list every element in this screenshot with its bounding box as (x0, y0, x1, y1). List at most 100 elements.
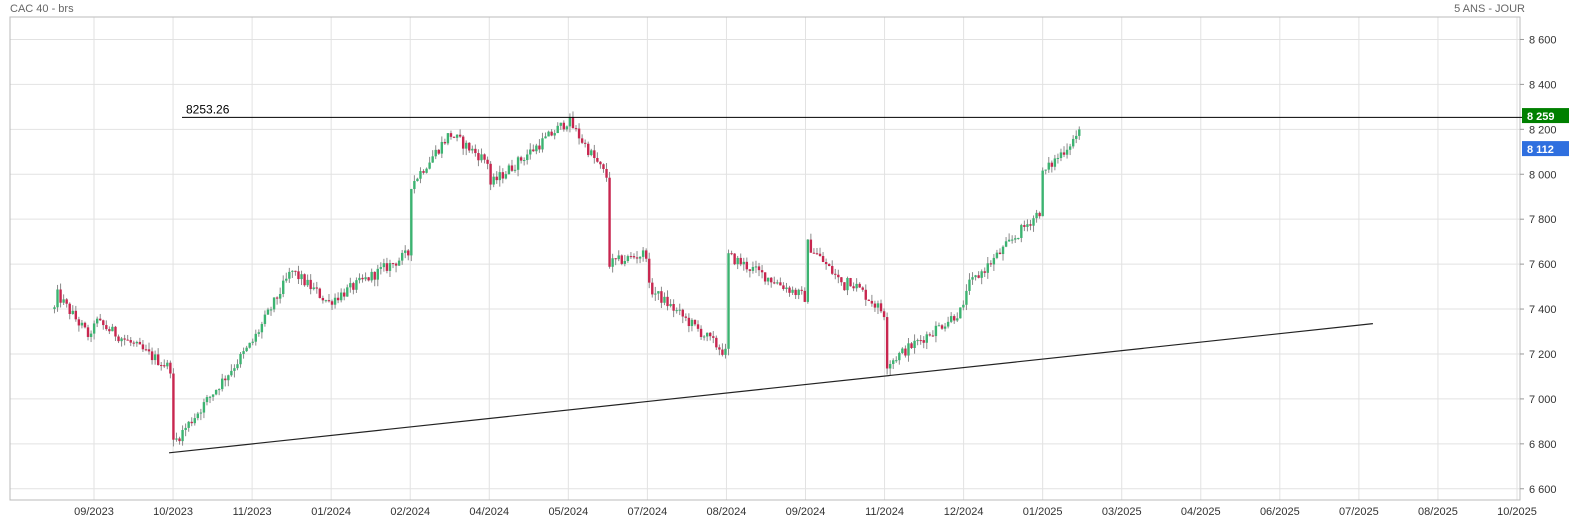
candle-body (278, 294, 282, 299)
candles (53, 111, 1081, 447)
candle-body (745, 261, 749, 270)
candle-body (965, 290, 968, 305)
x-tick-label: 01/2024 (311, 506, 351, 518)
candle-body (1035, 212, 1038, 219)
candle-body (529, 149, 532, 155)
candle-body (248, 342, 251, 348)
candle-body (736, 257, 739, 265)
candle-body (504, 174, 508, 179)
candle-body (120, 338, 123, 342)
candle-body (974, 275, 977, 278)
candle-body (410, 189, 413, 256)
y-tick-label: 8 600 (1529, 34, 1557, 46)
candle-body (526, 154, 529, 161)
candle-body (458, 134, 462, 137)
candle-body (303, 274, 306, 286)
price-badge (1522, 141, 1569, 157)
candle-body (513, 169, 517, 171)
candle-body (211, 394, 215, 397)
support-trendline[interactable] (168, 323, 1373, 454)
candle-body (882, 311, 886, 318)
candle-body (507, 165, 511, 175)
candle-body (626, 256, 630, 261)
candle-body (108, 329, 111, 332)
candle-body (690, 319, 694, 327)
candle-body (431, 156, 434, 163)
candle-body (1010, 239, 1014, 241)
candle-body (214, 389, 218, 395)
candle-body (315, 287, 318, 289)
candle-body (840, 277, 843, 283)
candle-body (260, 323, 264, 333)
candle-body (794, 289, 797, 296)
candle-body (474, 148, 477, 154)
candle-body (654, 293, 657, 295)
candle-body (953, 316, 956, 321)
plot-frame (9, 16, 1521, 501)
candle-body (1062, 152, 1066, 155)
candle-body (105, 325, 108, 330)
candle-body (568, 117, 572, 127)
candle-body (602, 164, 605, 170)
candle-body (1053, 158, 1057, 167)
candle-body (388, 263, 392, 271)
y-tick-label: 8 200 (1529, 124, 1557, 136)
candle-body (834, 273, 837, 275)
resistance-line-label: 8253.26 (186, 102, 230, 116)
candle-body (721, 349, 724, 355)
candle-body (709, 332, 712, 337)
candle-body (940, 325, 944, 329)
candle-body (919, 340, 922, 342)
candle-body (599, 161, 602, 165)
candle-body (166, 362, 169, 367)
candle-body (291, 270, 294, 272)
candle-body (760, 270, 764, 273)
candle-body (998, 252, 1002, 255)
candle-body (419, 171, 422, 179)
candle-body (992, 257, 996, 265)
candle-body (712, 336, 715, 338)
candle-body (272, 297, 276, 310)
x-tick-label: 05/2024 (548, 506, 588, 518)
candle-body (1065, 149, 1069, 155)
x-tick-label: 04/2025 (1181, 506, 1221, 518)
candle-body (339, 292, 343, 301)
candle-body (580, 138, 584, 143)
candle-body (770, 277, 773, 283)
candle-body (553, 133, 556, 136)
candle-body (885, 317, 889, 369)
candle-body (522, 160, 526, 162)
candle-body (611, 258, 614, 267)
candle-body (233, 368, 236, 371)
candle-body (297, 271, 300, 280)
candle-body (870, 300, 874, 304)
candle-body (321, 297, 325, 301)
candle-body (59, 289, 62, 303)
candle-body (217, 389, 221, 391)
candle-body (208, 396, 212, 398)
candle-body (812, 252, 816, 254)
candle-body (956, 318, 959, 321)
candle-body (266, 309, 270, 315)
candle-body (382, 263, 386, 268)
drawn-lines[interactable]: 8253.26 (168, 102, 1569, 454)
candle-body (577, 128, 581, 139)
candle-body (1020, 225, 1023, 238)
candle-body (489, 163, 492, 185)
candle-body (873, 303, 877, 308)
candle-body (846, 278, 849, 291)
candle-body (80, 322, 84, 326)
period-selector[interactable]: 5 ANS - JOUR (1454, 3, 1525, 15)
candle-body (361, 277, 364, 280)
candle-body (913, 340, 916, 349)
candle-body (587, 143, 590, 156)
candle-body (288, 271, 291, 279)
x-tick-label: 12/2024 (944, 506, 984, 518)
candle-body (641, 250, 645, 257)
x-axis: 09/2023 10/2023 11/2023 01/2024 02/2024 04/20… (74, 506, 1537, 518)
candle-body (309, 279, 312, 290)
candle-body (71, 310, 74, 314)
y-tick-label: 6 600 (1529, 484, 1557, 496)
candle-body (928, 334, 932, 336)
